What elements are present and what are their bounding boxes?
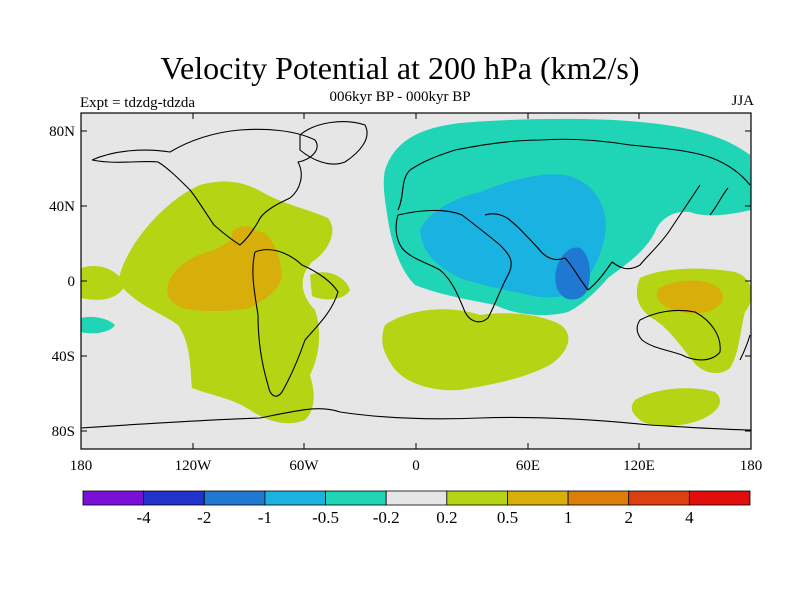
colorbar-swatch	[507, 490, 569, 506]
lon-tick-label: 180	[740, 458, 763, 474]
coast-japan	[709, 187, 729, 216]
lon-tick-label: 60W	[289, 458, 319, 474]
negative-region-east-pacific	[81, 316, 115, 334]
colorbar-swatch	[143, 490, 205, 506]
lon-tick-label: 120W	[175, 458, 213, 474]
colorbar-label: 1	[564, 508, 573, 527]
colorbar-swatch	[385, 490, 448, 506]
colorbar-swatch	[446, 490, 508, 506]
colorbar-label: -1	[258, 508, 272, 527]
colorbar-label: 2	[624, 508, 633, 527]
map-subtitle: 006kyr BP - 000kyr BP	[329, 89, 471, 105]
colorbar-label: 4	[685, 508, 694, 527]
latitude-axis: 80N 40N 0 40S 80S	[49, 124, 751, 440]
experiment-label: Expt = tdzdg-tdzda	[80, 95, 196, 111]
positive-region-west-edge	[81, 265, 125, 300]
positive-region-atlantic	[310, 272, 350, 300]
colorbar-swatch	[264, 490, 326, 506]
map-title: Velocity Potential at 200 hPa (km2/s)	[160, 50, 640, 86]
lat-tick-label: 0	[68, 274, 76, 290]
lon-tick-label: 120E	[623, 458, 655, 474]
coastlines	[81, 121, 751, 431]
colorbar-swatch	[567, 490, 630, 506]
colorbar-label: 0.5	[497, 508, 518, 527]
season-label: JJA	[731, 93, 754, 109]
lon-tick-label: 0	[412, 458, 420, 474]
colorbar-swatch	[325, 490, 387, 506]
positive-region-south-pacific	[631, 388, 720, 426]
coast-eurasia	[397, 138, 751, 291]
colorbar-swatch	[82, 490, 145, 506]
coast-greenland	[299, 121, 368, 165]
positive-region-south-atlantic	[382, 309, 569, 391]
lat-tick-label: 40N	[49, 199, 75, 215]
longitude-axis: 180 120W 60W 0 60E 120E 180	[70, 113, 763, 474]
lat-tick-label: 80S	[52, 424, 75, 440]
coast-new-zealand	[739, 334, 751, 361]
colorbar-swatch	[688, 490, 751, 506]
colorbar-label: 0.2	[436, 508, 457, 527]
lon-tick-label: 60E	[516, 458, 540, 474]
coast-australia	[636, 309, 721, 361]
coast-africa	[395, 209, 512, 323]
coast-south-america	[252, 249, 339, 397]
colorbar: -4 -2 -1 -0.5 -0.2 0.2 0.5 1 2 4	[82, 490, 751, 527]
coast-north-america	[91, 128, 318, 246]
colorbar-swatch	[628, 490, 690, 506]
positive-core-new-guinea	[656, 280, 723, 314]
colorbar-label: -0.5	[312, 508, 339, 527]
lat-tick-label: 80N	[49, 124, 75, 140]
colorbar-label: -4	[137, 508, 152, 527]
coast-antarctica	[81, 408, 751, 431]
colorbar-label: -2	[197, 508, 211, 527]
colorbar-label: -0.2	[373, 508, 400, 527]
colorbar-swatch	[203, 490, 266, 506]
lon-tick-label: 180	[70, 458, 93, 474]
negative-core-bay-of-bengal	[555, 247, 590, 300]
lat-tick-label: 40S	[52, 349, 75, 365]
positive-core-east-pacific	[167, 231, 282, 311]
